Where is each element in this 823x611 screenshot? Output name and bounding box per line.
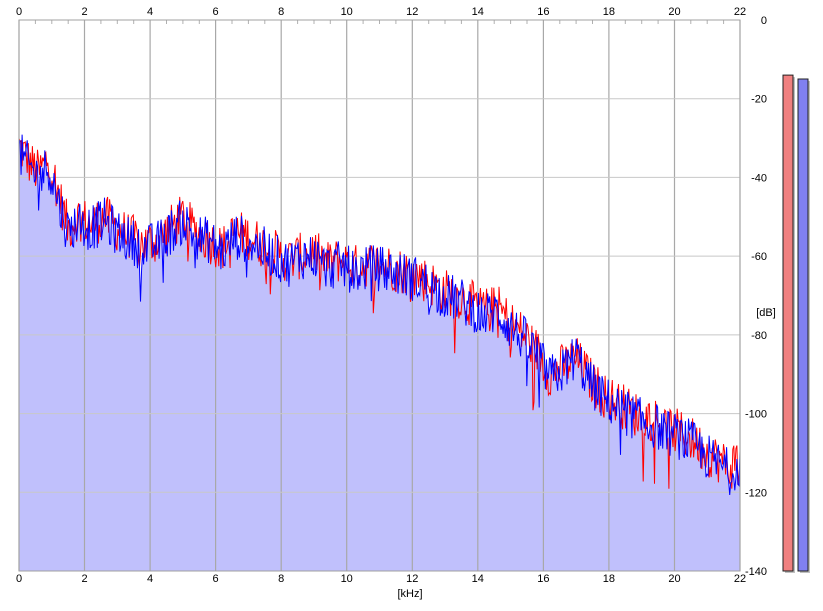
x-tick-label-top: 4: [147, 6, 153, 18]
x-tick-label-bottom: 0: [16, 573, 22, 585]
x-tick-label-top: 6: [213, 6, 219, 18]
x-tick-label-bottom: 12: [406, 573, 418, 585]
x-tick-label-top: 20: [668, 6, 680, 18]
x-tick-label-top: 10: [341, 6, 353, 18]
spectrum-fill-area: [19, 134, 740, 571]
x-tick-label-top: 0: [16, 6, 22, 18]
x-tick-label-bottom: 18: [603, 573, 615, 585]
plot-area: [18, 19, 741, 572]
x-tick-label-top: 22: [734, 6, 746, 18]
x-tick-label-top: 16: [537, 6, 549, 18]
y-tick-label: 0: [761, 15, 767, 27]
level-meter-2: [797, 78, 809, 572]
x-tick-label-top: 18: [603, 6, 615, 18]
x-tick-labels-bottom: 0 2 4 6 8 10 12 14 16 18 20 22: [16, 573, 746, 585]
x-tick-label-bottom: 14: [472, 573, 484, 585]
series-lines: [18, 134, 741, 495]
x-tick-label-bottom: 8: [278, 573, 284, 585]
x-tick-label-bottom: 6: [213, 573, 219, 585]
y-tick-label: -140: [745, 566, 767, 578]
x-tick-label-bottom: 16: [537, 573, 549, 585]
plot-border: [18, 19, 741, 572]
y-tick-labels: 0 -20 -40 -60 -80 -100 -120 -140: [745, 15, 767, 578]
x-tick-label-top: 2: [81, 6, 87, 18]
x-tick-label-bottom: 22: [734, 573, 746, 585]
y-axis-label: [dB]: [756, 307, 776, 319]
x-tick-label-bottom: 2: [81, 573, 87, 585]
y-tick-label: -40: [751, 172, 767, 184]
y-tick-label: -120: [745, 487, 767, 499]
y-tick-label: -20: [751, 94, 767, 106]
series-line-2: [18, 134, 741, 495]
x-tick-label-bottom: 20: [668, 573, 680, 585]
x-tick-label-top: 8: [278, 6, 284, 18]
level-meter-1: [782, 74, 794, 572]
level-meters: [782, 74, 810, 573]
x-tick-label-top: 14: [472, 6, 484, 18]
x-tick-label-top: 12: [406, 6, 418, 18]
x-tick-label-bottom: 4: [147, 573, 153, 585]
x-axis-label: [kHz]: [397, 588, 422, 600]
y-tick-label: -80: [751, 330, 767, 342]
y-tick-label: -60: [751, 251, 767, 263]
y-tick-label: -100: [745, 409, 767, 421]
x-tick-label-bottom: 10: [341, 573, 353, 585]
x-tick-labels-top: 0 2 4 6 8 10 12 14 16 18 20 22: [16, 6, 746, 18]
